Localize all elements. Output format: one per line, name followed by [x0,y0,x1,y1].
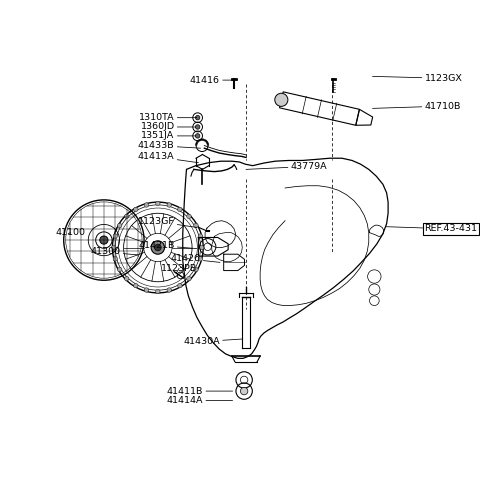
Circle shape [118,267,122,272]
Text: 1351JA: 1351JA [141,131,196,140]
Circle shape [118,223,122,228]
Circle shape [194,267,198,272]
Text: 43779A: 43779A [246,162,327,171]
Circle shape [144,288,149,292]
Circle shape [194,223,198,228]
Text: 41433B: 41433B [138,141,201,150]
Circle shape [178,207,182,212]
Text: 41416: 41416 [190,75,234,85]
Text: 1123GX: 1123GX [372,74,462,83]
Circle shape [124,214,129,219]
Text: 41300: 41300 [91,248,138,256]
Text: 41426: 41426 [170,254,220,263]
Text: 1310TA: 1310TA [139,113,197,122]
Text: 41413A: 41413A [138,152,198,163]
Circle shape [178,283,182,288]
Circle shape [124,276,129,281]
Circle shape [156,201,160,206]
Circle shape [275,93,288,106]
Text: 41430A: 41430A [183,337,242,346]
Text: 41411B: 41411B [167,386,233,396]
Circle shape [198,256,203,261]
Text: 41414A: 41414A [167,396,233,405]
Text: 41421B: 41421B [138,241,197,250]
Circle shape [151,241,165,254]
Circle shape [195,116,200,120]
Circle shape [195,125,200,129]
Circle shape [195,133,200,138]
Circle shape [167,288,171,292]
Circle shape [113,234,118,239]
Circle shape [111,246,116,250]
Text: 41710B: 41710B [372,102,461,111]
Circle shape [156,289,160,294]
Text: REF.43-431: REF.43-431 [385,224,478,234]
Text: 1360JD: 1360JD [141,123,196,131]
Text: 1123PB: 1123PB [161,264,197,274]
Circle shape [187,214,191,219]
Circle shape [155,244,161,251]
Text: 1123GF: 1123GF [138,217,197,227]
Circle shape [200,246,204,250]
Circle shape [100,236,108,244]
Circle shape [187,276,191,281]
Circle shape [198,234,203,239]
Text: 41100: 41100 [55,228,85,237]
Circle shape [144,203,149,207]
Circle shape [113,256,118,261]
Circle shape [167,203,171,207]
Circle shape [133,283,138,288]
Circle shape [240,387,248,395]
Circle shape [133,207,138,212]
